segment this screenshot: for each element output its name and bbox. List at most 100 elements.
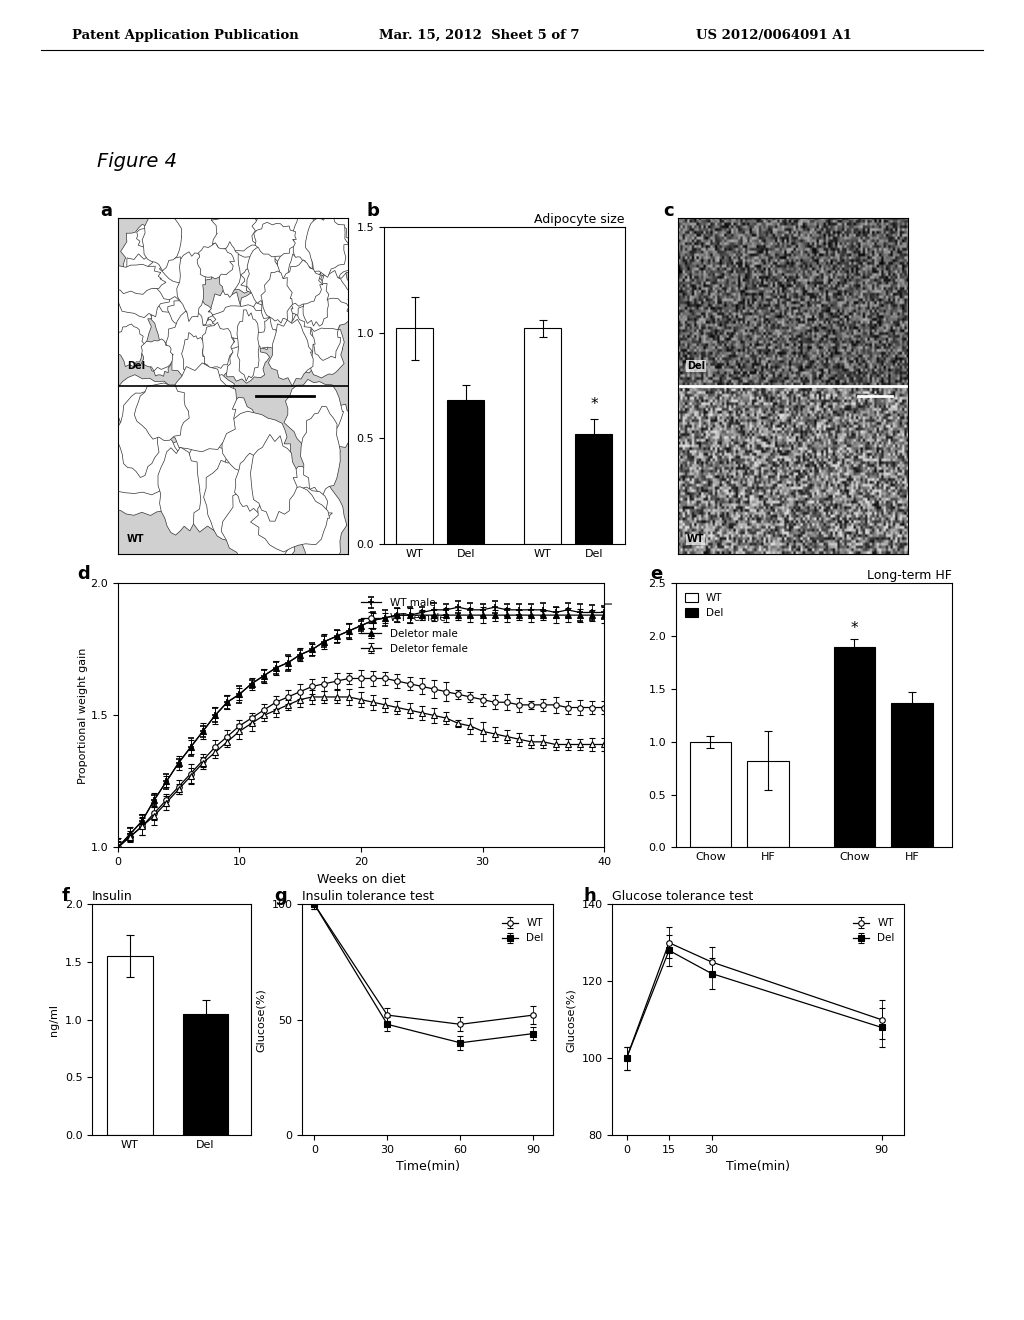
Polygon shape [307, 214, 372, 279]
Polygon shape [261, 271, 293, 323]
Polygon shape [178, 226, 232, 269]
Polygon shape [254, 222, 296, 257]
X-axis label: Weeks on diet: Weeks on diet [316, 873, 406, 886]
Text: d: d [77, 565, 89, 583]
Polygon shape [237, 310, 259, 381]
Polygon shape [170, 440, 245, 532]
Polygon shape [202, 322, 234, 368]
Bar [108, 956, 153, 1135]
Polygon shape [154, 331, 216, 362]
Text: line D: line D [552, 626, 585, 636]
Bar [690, 742, 731, 847]
Polygon shape [282, 466, 324, 541]
Polygon shape [303, 275, 329, 326]
Polygon shape [281, 260, 323, 306]
Polygon shape [212, 305, 270, 338]
Text: Insulin tolerance test: Insulin tolerance test [302, 890, 434, 903]
Polygon shape [252, 206, 311, 253]
Polygon shape [305, 213, 349, 277]
Bar [447, 400, 484, 544]
X-axis label: Time(min): Time(min) [726, 1160, 791, 1173]
Bar [748, 760, 788, 847]
Polygon shape [222, 342, 269, 383]
Polygon shape [209, 440, 252, 506]
Polygon shape [208, 210, 266, 251]
Polygon shape [259, 273, 315, 326]
Polygon shape [295, 480, 347, 568]
Polygon shape [242, 450, 280, 525]
Legend: WT, Del: WT, Del [849, 913, 899, 948]
Polygon shape [279, 273, 325, 335]
Text: *: * [590, 397, 598, 412]
Polygon shape [251, 434, 297, 521]
Polygon shape [116, 253, 170, 318]
Text: line C: line C [425, 626, 456, 636]
Bar [891, 702, 933, 847]
Polygon shape [134, 383, 189, 441]
Polygon shape [284, 314, 315, 378]
Polygon shape [251, 487, 330, 552]
Polygon shape [268, 319, 313, 387]
Polygon shape [218, 242, 241, 297]
X-axis label: Time(min): Time(min) [395, 1160, 460, 1173]
Legend: WT male, WT female, Deletor male, Deletor female: WT male, WT female, Deletor male, Deleto… [356, 594, 472, 657]
Text: Insulin: Insulin [92, 890, 133, 903]
Polygon shape [231, 302, 291, 350]
Polygon shape [286, 310, 331, 372]
Polygon shape [146, 239, 200, 302]
Text: Patent Application Publication: Patent Application Publication [72, 29, 298, 42]
Text: f: f [61, 887, 70, 906]
Legend: WT, Del: WT, Del [498, 913, 548, 948]
Polygon shape [266, 487, 333, 540]
Polygon shape [303, 315, 344, 378]
Polygon shape [222, 412, 291, 478]
Polygon shape [280, 282, 335, 315]
Text: Adipocyte size: Adipocyte size [535, 213, 625, 226]
Polygon shape [142, 202, 181, 271]
Polygon shape [164, 363, 237, 451]
Polygon shape [102, 425, 182, 495]
Y-axis label: Proportional weight gain: Proportional weight gain [78, 647, 87, 784]
Polygon shape [156, 224, 197, 277]
Text: WT: WT [687, 535, 705, 544]
Text: c: c [664, 202, 674, 220]
Polygon shape [205, 326, 232, 379]
Polygon shape [177, 194, 198, 257]
Polygon shape [108, 264, 166, 294]
Polygon shape [142, 249, 203, 313]
Y-axis label: Glucose(%): Glucose(%) [566, 987, 575, 1052]
Polygon shape [247, 247, 282, 308]
Text: Glucose tolerance test: Glucose tolerance test [612, 890, 754, 903]
Polygon shape [166, 199, 217, 265]
Polygon shape [210, 397, 264, 484]
Text: Del: Del [687, 360, 706, 371]
Y-axis label: ng/ml: ng/ml [49, 1003, 59, 1036]
Polygon shape [214, 213, 269, 267]
Bar [834, 647, 876, 847]
Polygon shape [154, 214, 191, 253]
Text: *: * [851, 622, 858, 636]
Polygon shape [177, 252, 206, 322]
Text: g: g [274, 887, 287, 906]
Polygon shape [217, 436, 297, 524]
Text: b: b [367, 202, 380, 220]
Polygon shape [141, 339, 173, 371]
Bar [396, 329, 433, 544]
Bar [183, 1014, 228, 1135]
Polygon shape [284, 379, 344, 445]
Polygon shape [173, 368, 243, 442]
Polygon shape [270, 209, 297, 273]
Polygon shape [115, 323, 145, 367]
Polygon shape [102, 471, 178, 516]
Polygon shape [204, 461, 260, 544]
Polygon shape [311, 312, 341, 360]
Polygon shape [269, 279, 293, 338]
Polygon shape [181, 333, 205, 379]
Polygon shape [230, 290, 280, 352]
Polygon shape [244, 507, 302, 562]
Text: Figure 4: Figure 4 [97, 152, 177, 170]
Legend: WT, Del: WT, Del [681, 589, 728, 622]
Polygon shape [198, 243, 234, 279]
Polygon shape [300, 223, 326, 276]
Polygon shape [310, 224, 353, 280]
